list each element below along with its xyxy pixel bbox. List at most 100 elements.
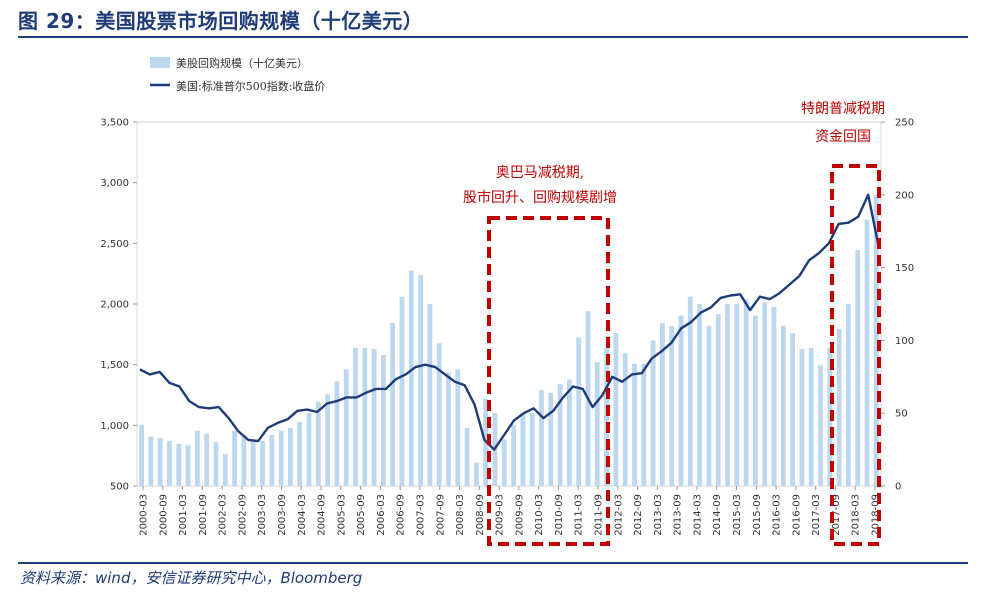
buyback-bar xyxy=(520,413,526,486)
buyback-bar xyxy=(427,304,433,486)
right-tick-label: 150 xyxy=(895,263,914,274)
buyback-bar xyxy=(185,445,191,486)
right-axis: 0 50 100 150 200 250 xyxy=(881,118,914,493)
x-tick-label: 2016-03 xyxy=(772,494,783,536)
x-tick-label: 2001-03 xyxy=(178,494,189,536)
x-tick-label: 2011-09 xyxy=(594,494,605,536)
x-tick-label: 2005-09 xyxy=(356,494,367,536)
x-tick-label: 2003-03 xyxy=(257,494,268,536)
buyback-bar xyxy=(222,454,228,486)
x-tick-label: 2000-03 xyxy=(139,494,150,536)
x-tick-label: 2013-09 xyxy=(673,494,684,536)
buyback-bar xyxy=(604,347,609,486)
buyback-bar xyxy=(790,333,795,486)
x-tick-label: 2014-09 xyxy=(712,494,723,536)
x-tick-label: 2008-03 xyxy=(455,494,466,536)
buyback-bar xyxy=(557,384,563,486)
left-axis: 500 1,000 1,500 2,000 2,500 3,000 3,500 xyxy=(100,118,137,493)
x-tick-label: 2003-09 xyxy=(277,494,288,536)
buyback-bar xyxy=(250,439,256,486)
x-tick-label: 2002-03 xyxy=(218,494,229,536)
sp500-line xyxy=(139,193,880,451)
buyback-bar xyxy=(213,442,219,486)
buyback-bar xyxy=(148,436,154,486)
buyback-bar xyxy=(669,325,675,486)
x-tick-label: 2012-09 xyxy=(633,494,644,536)
buyback-bar xyxy=(474,462,479,486)
buyback-bar xyxy=(780,325,786,486)
buyback-bar xyxy=(390,322,396,486)
buyback-bar xyxy=(836,328,842,486)
buyback-bar xyxy=(818,365,823,486)
footer-divider xyxy=(18,562,968,564)
title-divider xyxy=(18,36,968,38)
left-tick-label: 1,500 xyxy=(100,360,129,371)
x-tick-label: 2013-03 xyxy=(653,494,664,536)
trump-annotation-line2: 资金回国 xyxy=(815,129,871,145)
buyback-bar xyxy=(195,430,200,486)
buyback-bar xyxy=(139,424,144,486)
x-tick-label: 2018-09 xyxy=(871,494,882,536)
buyback-bars xyxy=(139,194,879,487)
buyback-bar xyxy=(278,430,284,486)
right-tick-label: 100 xyxy=(895,336,914,347)
x-tick-label: 2004-03 xyxy=(297,494,308,536)
x-tick-label: 2006-03 xyxy=(376,494,387,536)
buyback-bar xyxy=(613,333,619,486)
buyback-bar xyxy=(660,322,665,486)
x-tick-label: 2009-09 xyxy=(514,494,525,536)
right-tick-label: 250 xyxy=(895,118,914,129)
buyback-bar xyxy=(362,347,368,486)
x-tick-label: 2008-09 xyxy=(475,494,486,536)
buyback-bar xyxy=(715,314,721,486)
left-tick-label: 3,500 xyxy=(100,118,129,129)
buyback-bar xyxy=(771,306,777,486)
legend-bar-label: 美股回购规模（十亿美元） xyxy=(176,56,308,70)
x-tick-label: 2007-09 xyxy=(435,494,446,536)
buyback-bar xyxy=(855,250,861,486)
x-tick-label: 2005-03 xyxy=(336,494,347,536)
buyback-bar xyxy=(315,401,321,486)
x-tick-label: 2010-09 xyxy=(554,494,565,536)
buyback-bar xyxy=(325,394,330,486)
buyback-chart: 美股回购规模（十亿美元） 美国:标准普尔500指数:收盘价 5001,0001,… xyxy=(100,56,914,546)
buyback-bar xyxy=(464,427,470,486)
buyback-bar xyxy=(539,389,544,486)
x-tick-label: 2011-03 xyxy=(574,494,585,536)
buyback-bar xyxy=(306,413,312,486)
buyback-bar xyxy=(697,304,702,486)
x-tick-label: 2000-09 xyxy=(158,494,169,536)
right-tick-label: 0 xyxy=(895,482,901,493)
x-tick-label: 2017-09 xyxy=(831,494,842,536)
x-tick-label: 2015-03 xyxy=(732,494,743,536)
buyback-bar xyxy=(418,274,423,486)
buyback-bar xyxy=(167,440,172,486)
trump-annotation-line1: 特朗普减税期 xyxy=(801,101,885,117)
buyback-bar xyxy=(678,315,684,486)
buyback-bar xyxy=(446,372,451,486)
legend-line-label: 美国:标准普尔500指数:收盘价 xyxy=(176,79,325,93)
buyback-bar xyxy=(864,219,870,486)
buyback-bar xyxy=(288,427,293,486)
buyback-bar xyxy=(371,349,377,486)
x-tick-label: 2014-03 xyxy=(692,494,703,536)
buyback-bar xyxy=(567,379,572,486)
x-tick-label: 2012-03 xyxy=(613,494,624,536)
buyback-bar xyxy=(232,430,237,486)
legend-bar-swatch xyxy=(150,57,170,68)
buyback-bar xyxy=(873,194,879,487)
x-tick-label: 2006-09 xyxy=(396,494,407,536)
buyback-bar xyxy=(501,439,507,486)
buyback-bar xyxy=(576,337,582,486)
buyback-bar xyxy=(706,325,712,486)
sp500-line-group xyxy=(139,193,880,451)
buyback-bar xyxy=(455,369,461,486)
buyback-bar xyxy=(734,304,740,486)
left-tick-label: 3,000 xyxy=(100,178,129,189)
obama-annotation-line1: 奥巴马减税期, xyxy=(496,164,584,181)
buyback-bar xyxy=(204,433,210,486)
buyback-bar xyxy=(632,363,637,486)
buyback-bar xyxy=(408,270,414,486)
left-tick-label: 2,000 xyxy=(100,300,129,311)
buyback-bar xyxy=(725,304,730,486)
